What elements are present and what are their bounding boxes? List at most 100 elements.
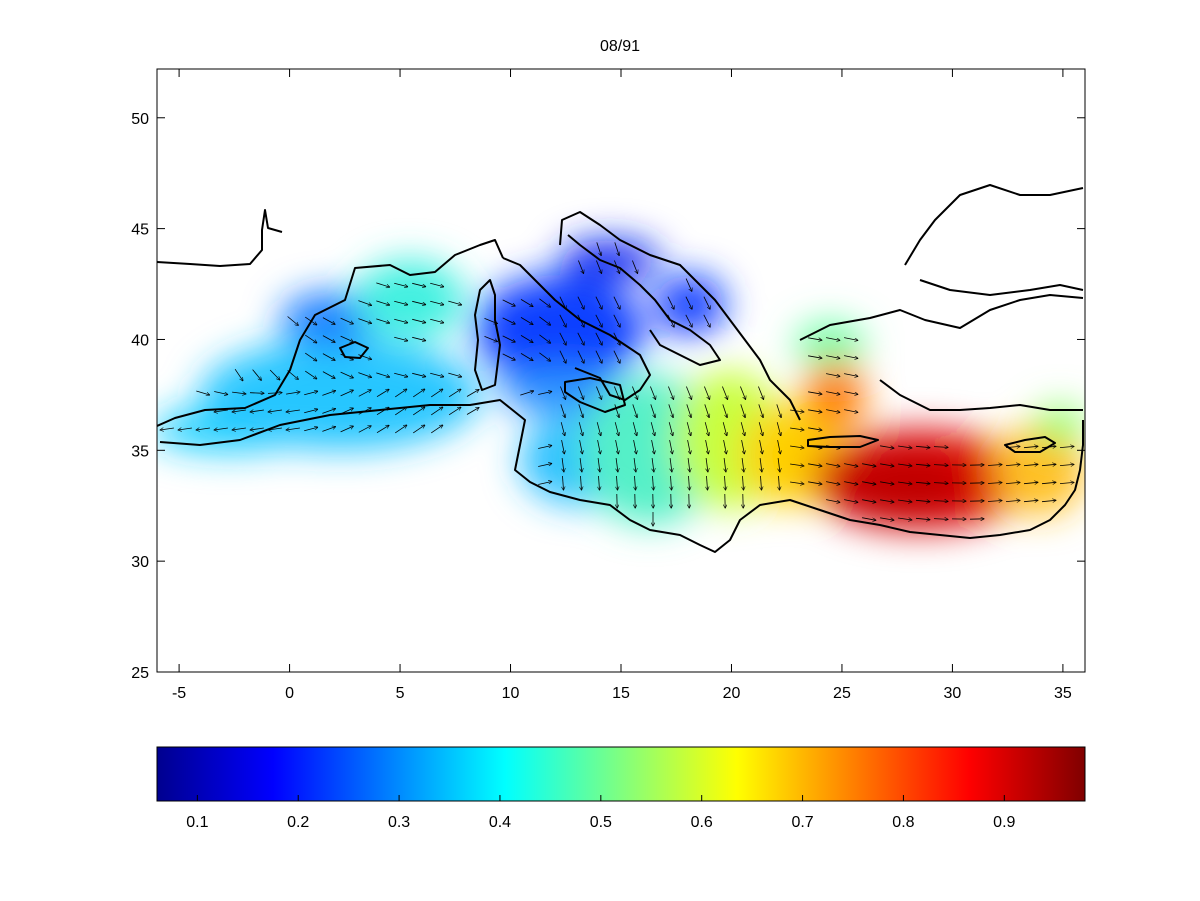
map-axes (157, 184, 1085, 553)
current-arrow (758, 386, 763, 400)
current-arrow (448, 372, 461, 377)
current-arrow (790, 428, 804, 430)
current-arrow (577, 332, 584, 345)
current-arrow (933, 447, 948, 448)
current-arrow (862, 517, 876, 521)
coast-cyprus (1004, 436, 1056, 453)
current-arrow (249, 393, 264, 394)
current-arrow (635, 475, 636, 490)
current-arrow (1059, 446, 1074, 447)
current-arrow (559, 332, 566, 345)
current-arrow (160, 428, 174, 430)
current-arrow (539, 352, 550, 361)
coast-crete (807, 435, 879, 448)
sea-patch-balearic (280, 292, 380, 348)
current-arrow (826, 499, 840, 503)
current-arrow (632, 260, 637, 274)
coast-africa-north (159, 399, 1084, 553)
current-arrow (538, 392, 552, 395)
current-arrow (686, 404, 691, 417)
current-arrow (539, 334, 550, 343)
current-arrow (668, 422, 673, 436)
y-tick-label: 45 (131, 222, 149, 239)
current-arrow (722, 386, 727, 400)
sea-patch-algerian (200, 340, 480, 450)
current-arrow (577, 350, 584, 364)
current-arrow (741, 440, 745, 454)
current-arrow (758, 422, 763, 436)
current-arrow (358, 426, 371, 433)
map-ticks: -5 0 5 10 15 20 25 30 35 50 45 40 35 30 25 (131, 69, 1085, 702)
coast-sicily (564, 377, 626, 413)
current-arrow (1023, 482, 1038, 483)
current-arrow (340, 390, 354, 397)
sea-patch-aegean-north (795, 323, 865, 367)
current-arrow (563, 475, 564, 490)
current-arrow (376, 372, 389, 377)
current-arrow (705, 440, 709, 454)
current-arrow (808, 409, 822, 412)
current-arrow (915, 446, 930, 447)
x-tick-label: 20 (723, 685, 741, 702)
current-arrow (669, 440, 673, 454)
current-arrow (520, 335, 533, 342)
current-arrow (808, 481, 822, 484)
current-arrow (250, 410, 264, 412)
current-arrow (581, 475, 582, 490)
current-arrow (466, 408, 479, 415)
current-arrow (484, 336, 498, 341)
colorbar-tick-label: 0.2 (287, 814, 309, 831)
current-arrow (915, 482, 930, 483)
current-arrow (304, 334, 317, 343)
current-arrow (560, 422, 565, 436)
current-arrow (1041, 464, 1056, 465)
current-arrow (448, 300, 461, 305)
current-arrow (933, 501, 948, 502)
current-arrow (722, 404, 727, 417)
current-arrow (808, 337, 822, 340)
current-arrow (394, 336, 408, 341)
current-arrow (898, 464, 912, 466)
current-arrow (578, 260, 583, 274)
current-arrow (686, 386, 691, 400)
current-arrow (430, 407, 443, 416)
x-tick-label: -5 (172, 685, 186, 702)
current-arrow (178, 428, 192, 430)
coast-italy (502, 234, 721, 401)
current-arrow (520, 299, 533, 306)
current-arrow (704, 404, 709, 417)
current-arrow (358, 354, 371, 360)
current-arrow (1023, 500, 1038, 501)
current-arrow (688, 458, 690, 472)
current-arrow (667, 296, 674, 310)
current-arrow (898, 482, 912, 484)
colorbar-ticks: 0.1 0.2 0.3 0.4 0.5 0.6 0.7 0.8 0.9 (186, 795, 1016, 831)
current-arrow (578, 404, 583, 417)
current-arrow (322, 353, 335, 361)
current-arrow (394, 282, 408, 287)
current-arrow (322, 409, 335, 414)
x-tick-label: 10 (502, 685, 520, 702)
current-arrow (430, 300, 444, 305)
current-arrow (322, 317, 335, 325)
current-arrow (376, 300, 389, 305)
colorbar-tick-label: 0.4 (489, 814, 511, 831)
current-arrow (613, 296, 620, 310)
current-arrow (322, 371, 335, 379)
current-arrow (758, 404, 763, 417)
current-arrow (704, 386, 709, 400)
current-arrow (578, 422, 583, 436)
current-arrow (430, 425, 443, 434)
current-arrow (538, 482, 552, 485)
current-arrow (987, 501, 1002, 502)
current-arrow (880, 463, 894, 466)
current-arrow (650, 404, 655, 417)
current-arrow (742, 458, 744, 472)
current-arrow (653, 475, 654, 490)
current-arrow (232, 410, 246, 412)
current-arrow (614, 404, 619, 417)
current-arrow (844, 481, 858, 485)
current-arrow (502, 299, 516, 306)
current-arrow (632, 422, 637, 436)
current-arrow (412, 318, 426, 322)
